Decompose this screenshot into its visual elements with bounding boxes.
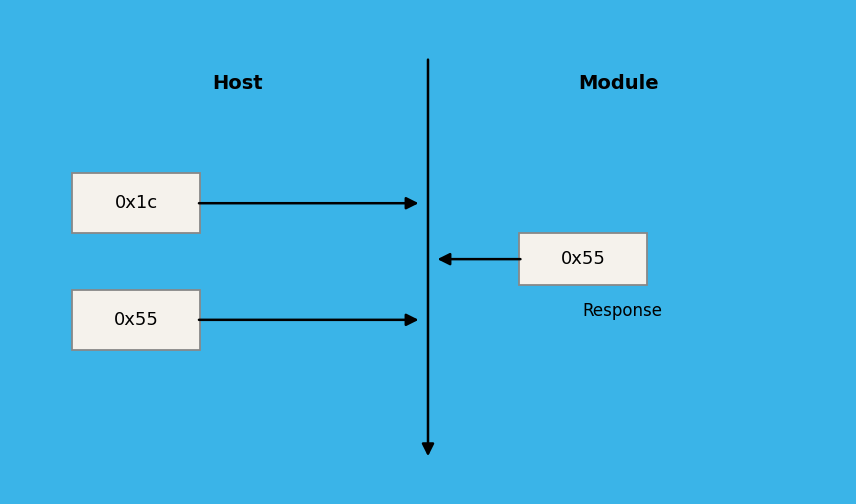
FancyBboxPatch shape	[72, 290, 200, 350]
Text: Response: Response	[583, 302, 663, 321]
FancyBboxPatch shape	[519, 233, 647, 285]
FancyBboxPatch shape	[72, 173, 200, 233]
Text: Module: Module	[578, 74, 659, 93]
Text: Host: Host	[212, 74, 263, 93]
Text: 0x55: 0x55	[114, 311, 158, 329]
Text: 0x55: 0x55	[561, 250, 606, 268]
Text: 0x1c: 0x1c	[115, 194, 158, 212]
